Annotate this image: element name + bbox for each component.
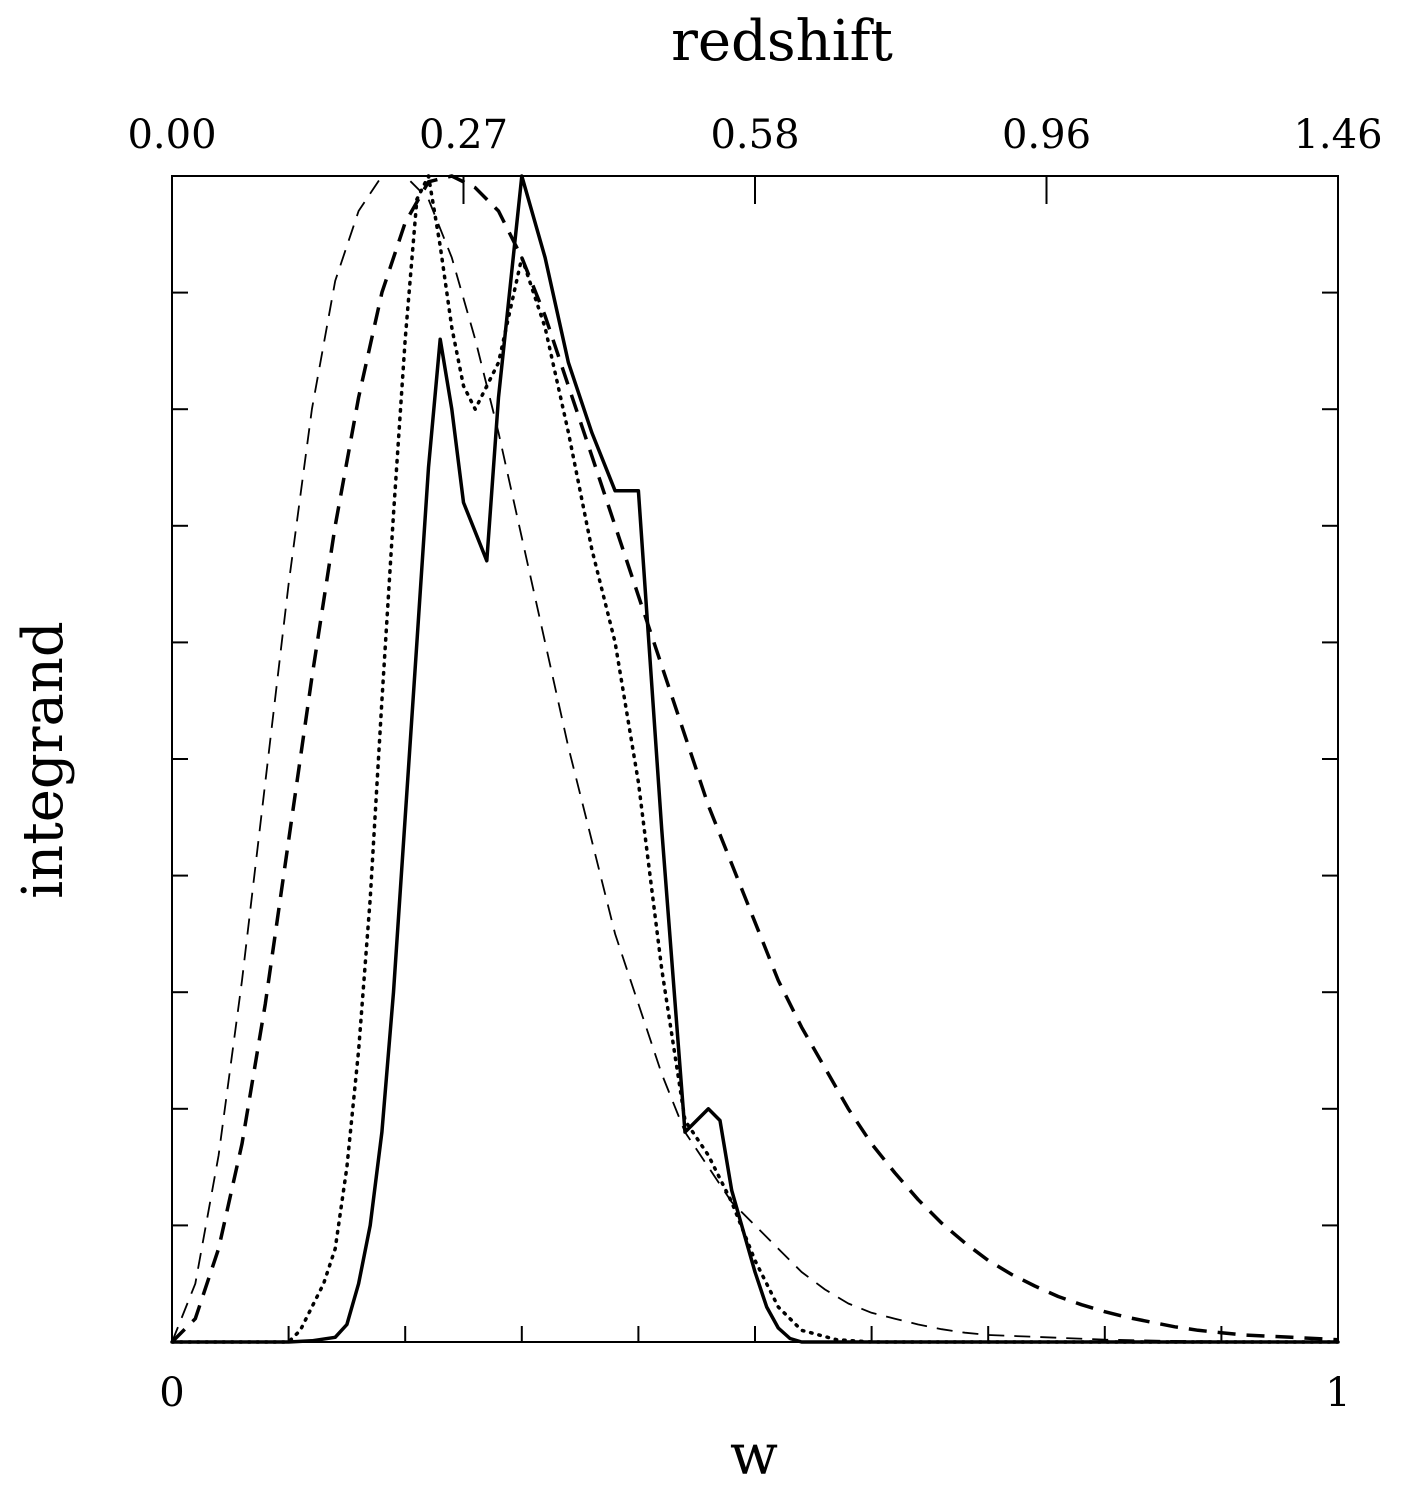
series-line-2-dotted	[170, 174, 1340, 1344]
top-tick-label-4: 1.46	[1293, 112, 1382, 158]
top-tick-label-3: 0.96	[1002, 112, 1091, 158]
y-axis-title: integrand	[11, 621, 76, 899]
top-tick-label-2: 0.58	[710, 112, 799, 158]
x-tick-label-0: 0	[159, 1370, 184, 1416]
top-tick-label-0: 0.00	[127, 112, 216, 158]
top-tick-label-1: 0.27	[419, 112, 508, 158]
series-line-4-dashed-thin	[171, 175, 1339, 1343]
top-tick-labels: 0.00 0.27 0.58 0.96 1.46	[127, 112, 1382, 158]
series-line-1-solid-thick	[172, 174, 1338, 1344]
series-line-3-dashed-thick	[170, 174, 1339, 1344]
plot-frame	[171, 175, 1339, 1343]
series-group	[170, 174, 1340, 1344]
top-axis-title: redshift	[671, 9, 893, 74]
x-tick-label-1: 1	[1325, 1370, 1350, 1416]
x-axis-title: w	[730, 1423, 778, 1486]
